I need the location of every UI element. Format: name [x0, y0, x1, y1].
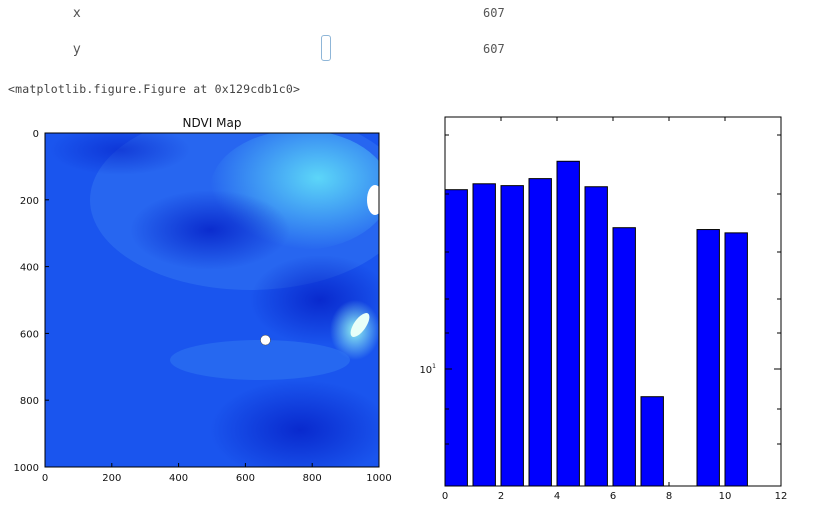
bar-x-tick-label: 10 [719, 491, 732, 502]
x-slider-value: 607 [483, 6, 505, 20]
map-y-tick-label: 1000 [14, 463, 39, 474]
bar [640, 396, 664, 487]
x-slider-label: x [73, 6, 81, 21]
bar [500, 185, 524, 487]
bar [612, 227, 636, 487]
map-y-axis: 0 200 400 600 800 1000 [14, 129, 49, 474]
bar-y-axis: 101 [419, 134, 781, 445]
map-x-axis: 0 200 400 600 800 1000 [42, 463, 392, 484]
map-title: NDVI Map [183, 116, 242, 130]
bar [724, 232, 748, 487]
map-x-tick-label: 800 [303, 473, 322, 484]
bar [584, 186, 608, 487]
bar-x-tick-label: 0 [442, 491, 448, 502]
bar-series [444, 160, 748, 487]
map-location-marker [260, 334, 271, 346]
map-x-tick-label: 600 [236, 473, 255, 484]
bar [528, 178, 552, 487]
bar-x-tick-label: 2 [498, 491, 504, 502]
y-slider-label: y [73, 42, 81, 57]
bar-chart: 0 2 4 6 8 10 12 101 [419, 116, 788, 502]
bar-x-axis: 0 2 4 6 8 10 12 [442, 117, 788, 502]
bar [696, 229, 720, 487]
map-x-tick-label: 400 [169, 473, 188, 484]
map-x-tick-label: 1000 [366, 473, 391, 484]
map-image [45, 133, 379, 467]
ndvi-map: NDVI Map 0 200 400 600 800 1000 0 200 400 600 800… [14, 116, 392, 484]
map-y-tick-label: 800 [20, 396, 39, 407]
map-y-tick-label: 400 [20, 263, 39, 274]
bar [472, 183, 496, 487]
map-y-tick-label: 0 [33, 129, 39, 140]
y-slider-handle[interactable] [321, 35, 331, 61]
bar-x-tick-label: 8 [666, 491, 672, 502]
bar-y-tick-label: 101 [419, 363, 436, 376]
map-y-tick-label: 600 [20, 329, 39, 340]
bar [444, 189, 468, 487]
map-y-tick-label: 200 [20, 196, 39, 207]
y-slider-value: 607 [483, 42, 505, 56]
bar [556, 160, 580, 487]
bar-x-tick-label: 6 [610, 491, 616, 502]
bar-x-tick-label: 4 [554, 491, 560, 502]
bar-x-tick-label: 12 [775, 491, 788, 502]
map-x-tick-label: 200 [102, 473, 121, 484]
map-x-tick-label: 0 [42, 473, 48, 484]
figure-output-repr: <matplotlib.figure.Figure at 0x129cdb1c0… [8, 82, 301, 96]
